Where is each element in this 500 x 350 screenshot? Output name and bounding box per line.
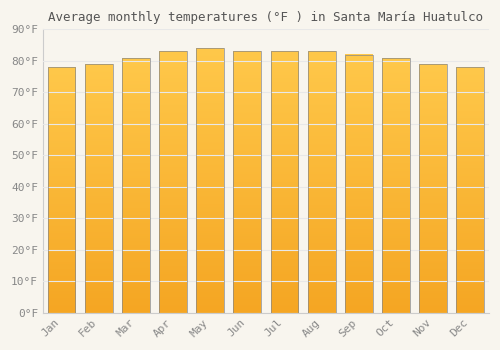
Bar [85,64,112,313]
Bar [345,55,373,313]
Bar [196,48,224,313]
Bar [456,67,484,313]
Bar [308,51,336,313]
Title: Average monthly temperatures (°F ) in Santa María Huatulco: Average monthly temperatures (°F ) in Sa… [48,11,484,24]
Bar [270,51,298,313]
Bar [48,67,76,313]
Bar [382,58,410,313]
Bar [419,64,447,313]
Bar [159,51,187,313]
Bar [234,51,262,313]
Bar [122,58,150,313]
